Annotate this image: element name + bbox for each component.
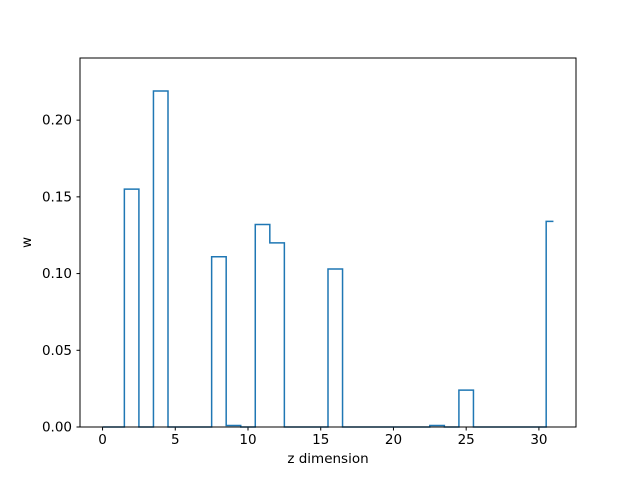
y-tick-label: 0.00	[42, 420, 72, 436]
y-tick-label: 0.20	[42, 113, 72, 129]
x-tick-label: 0	[98, 432, 107, 448]
x-tick-label: 30	[530, 432, 547, 448]
x-tick-label: 25	[458, 432, 475, 448]
y-axis-label: w	[19, 237, 35, 248]
x-axis-label: z dimension	[287, 451, 368, 467]
x-tick-label: 15	[312, 432, 329, 448]
y-tick-label: 0.10	[42, 266, 72, 282]
y-tick-label: 0.15	[42, 189, 72, 205]
x-tick-label: 5	[171, 432, 180, 448]
x-tick-label: 10	[239, 432, 256, 448]
x-tick-label: 20	[385, 432, 402, 448]
axes-frame	[79, 57, 577, 428]
y-tick-label: 0.05	[42, 343, 72, 359]
